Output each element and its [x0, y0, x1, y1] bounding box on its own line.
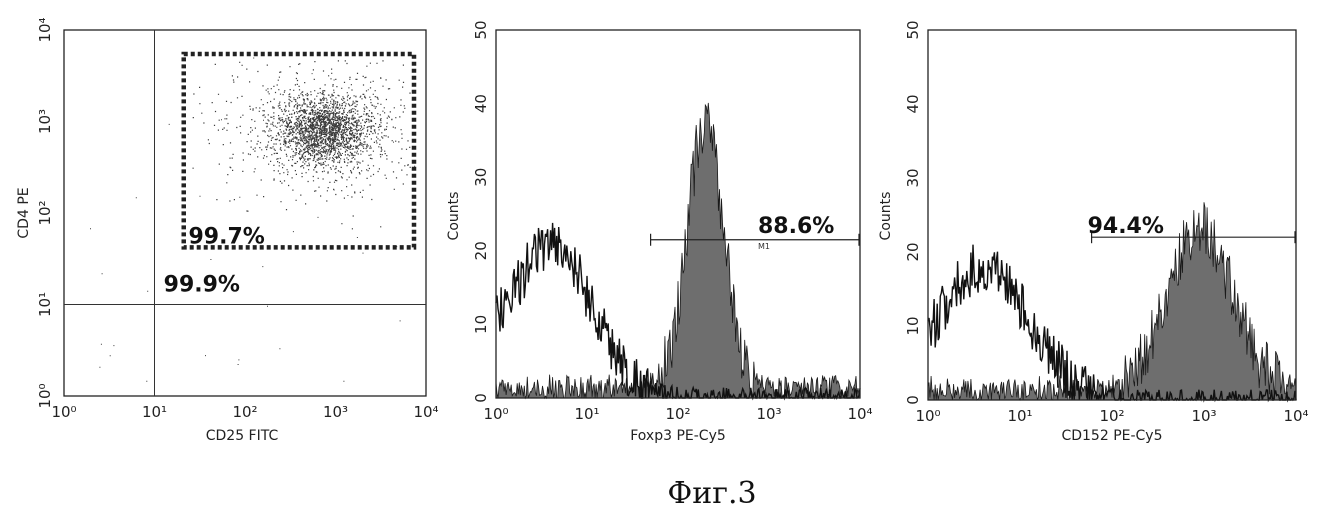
panel-2-marker-percent: 88.6% — [758, 214, 834, 239]
x-tick-label: 10⁰ — [483, 405, 508, 423]
figure-caption: Фиг.3 — [667, 476, 756, 511]
y-tick-label: 20 — [904, 242, 922, 261]
y-tick-label: 10⁴ — [36, 17, 54, 42]
x-tick-label: 10¹ — [142, 403, 167, 421]
y-tick-label: 0 — [472, 393, 490, 403]
y-tick-label: 10³ — [36, 109, 54, 134]
y-tick-label: 20 — [472, 241, 490, 260]
x-tick-label: 10¹ — [1007, 407, 1032, 425]
panel-3-y-ticks: 0 10 20 30 40 50 — [904, 20, 922, 404]
y-tick-label: 10¹ — [36, 292, 54, 317]
panel-1-points — [90, 58, 415, 382]
y-tick-label: 40 — [904, 94, 922, 113]
y-tick-label: 50 — [472, 20, 490, 39]
x-tick-label: 10⁴ — [413, 403, 438, 421]
panel-1-scatter: 99.7% 99.9% 10⁰ 10¹ 10² 10³ 10⁴ 10⁰ 10¹ 10² 10³… — [16, 17, 439, 444]
y-tick-label: 30 — [472, 168, 490, 187]
panel-2-y-ticks: 0 10 20 30 40 50 — [472, 20, 490, 402]
panel-1-x-ticks: 10⁰ 10¹ 10² 10³ 10⁴ — [51, 403, 438, 421]
panel-2-histogram: 88.6% M1 10⁰ 10¹ 10² 10³ 10⁴ 0 10 20 30 40 50 Fox… — [446, 20, 873, 444]
panel-1-y-axis-label: CD4 PE — [16, 187, 32, 238]
x-tick-label: 10² — [665, 405, 690, 423]
x-tick-label: 10⁴ — [1283, 407, 1308, 425]
x-tick-label: 10³ — [756, 405, 781, 423]
panel-2-filled-histogram — [496, 103, 860, 398]
panel-3-x-axis-label: CD152 PE-Cy5 — [1061, 428, 1162, 444]
panel-1-x-axis-label: CD25 FITC — [206, 428, 279, 444]
panel-3-y-axis-label: Counts — [878, 192, 894, 241]
y-tick-label: 10 — [904, 316, 922, 335]
x-tick-label: 10⁴ — [847, 405, 872, 423]
panel-3-histogram: 94.4% 10⁰ 10¹ 10² 10³ 10⁴ 0 10 20 30 40 50 CD152 … — [878, 20, 1309, 444]
x-tick-label: 10² — [1099, 407, 1124, 425]
y-tick-label: 10⁰ — [36, 383, 54, 408]
panel-2-marker-name: M1 — [758, 242, 770, 251]
panel-3-x-ticks: 10⁰ 10¹ 10² 10³ 10⁴ — [915, 407, 1308, 425]
y-tick-label: 50 — [904, 20, 922, 39]
panel-1-quadrant-percent: 99.9% — [164, 272, 240, 297]
y-tick-label: 30 — [904, 168, 922, 187]
x-tick-label: 10⁰ — [51, 403, 76, 421]
x-tick-label: 10² — [232, 403, 257, 421]
panel-2-x-ticks: 10⁰ 10¹ 10² 10³ 10⁴ — [483, 405, 872, 423]
panel-2-x-axis-label: Foxp3 PE-Cy5 — [630, 428, 726, 444]
panel-1-gate-percent: 99.7% — [189, 224, 265, 249]
panel-1-gate — [184, 54, 414, 247]
panel-2-y-axis-label: Counts — [446, 192, 462, 241]
x-tick-label: 10³ — [1191, 407, 1216, 425]
panel-3-marker-percent: 94.4% — [1088, 214, 1164, 239]
x-tick-label: 10¹ — [574, 405, 599, 423]
y-tick-label: 10 — [472, 315, 490, 334]
y-tick-label: 40 — [472, 94, 490, 113]
panel-1-frame — [64, 30, 426, 396]
x-tick-label: 10³ — [323, 403, 348, 421]
y-tick-label: 10² — [36, 200, 54, 225]
panel-1-y-ticks: 10⁰ 10¹ 10² 10³ 10⁴ — [36, 17, 54, 408]
x-tick-label: 10⁰ — [915, 407, 940, 425]
y-tick-label: 0 — [904, 395, 922, 405]
scatter-points — [90, 58, 415, 382]
